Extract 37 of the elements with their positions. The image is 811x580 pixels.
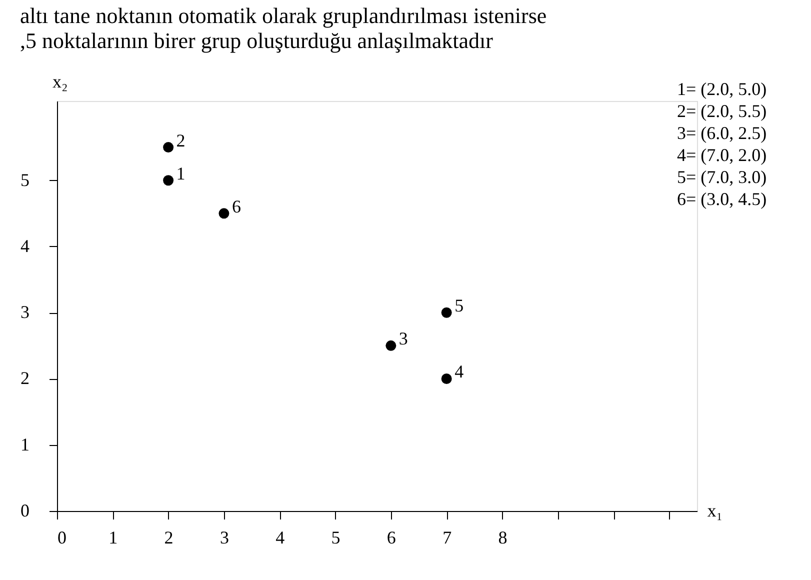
point [441,307,452,318]
point [218,208,230,219]
annotation: 6 [232,196,241,216]
x-tick-label: 0 [58,528,66,548]
annotation: 2 [176,130,186,150]
annotation: 1 [176,163,186,184]
y-tick-label: 5 [20,170,30,190]
point [386,340,396,351]
x-tick-label: 8 [498,528,508,548]
annotation: 6= (3.0, 4.5) [677,189,767,209]
annotation: 4= (7.0, 2.0) [677,145,767,165]
x-tick-label: 2 [164,528,174,548]
annotation: 5 [454,296,464,316]
annotation: 4 [454,362,464,382]
text: 1= (2.0, 5.0) [677,79,767,99]
annotation: 3= (6.0, 2.5) [677,123,767,143]
chart-title: altı tane noktanın otomatik olarak gruplandırılması istenirse [20,3,547,28]
point [441,374,452,384]
y-tick-label: 0 [20,500,30,520]
annotation: 2= (2.0, 5.5) [677,101,767,121]
x-tick-label: 3 [220,528,229,548]
annotation: 5= (7.0, 3.0) [677,167,767,187]
annotation: 3 [398,328,408,349]
point [163,142,174,153]
point [163,175,174,186]
y-axis-title: x₂ [52,72,68,92]
y-tick-label: 2 [20,368,30,388]
y-tick-label: 1 [20,434,30,454]
x-tick-label: 4 [276,528,285,548]
x-tick-label: 5 [331,528,340,548]
x-tick-label: 7 [442,528,452,548]
chart-subtitle: ,5 noktalarının birer grup oluşturduğu anlaşılmaktadır [20,28,494,53]
x-axis-title: x₁ [707,500,722,520]
x-tick-label: 1 [108,528,118,548]
x-tick-label: 6 [386,528,396,548]
y-tick-label: 4 [20,236,30,256]
y-tick-label: 3 [20,302,30,322]
